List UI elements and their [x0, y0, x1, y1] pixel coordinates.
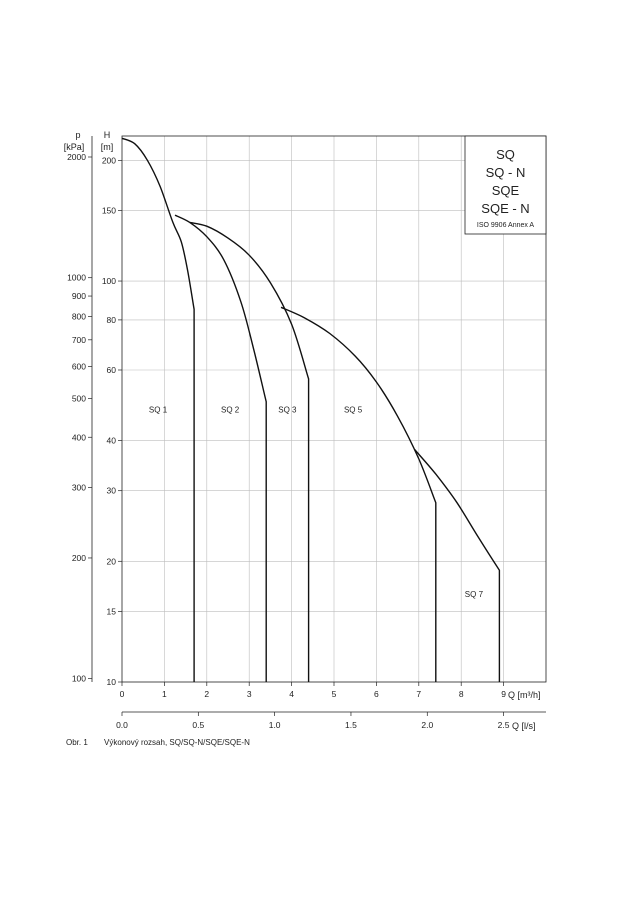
x-tick-label: 0 — [120, 689, 125, 699]
curves — [121, 137, 501, 682]
h-tick-label: 40 — [107, 436, 117, 446]
caption-number: Obr. 1 — [66, 738, 88, 747]
x-tick-label: 5 — [332, 689, 337, 699]
x-tick-label: 9 — [501, 689, 506, 699]
curve-sq-3 — [189, 221, 310, 682]
x-tick-label: 2 — [204, 689, 209, 699]
x-tick-label: 1 — [162, 689, 167, 699]
ls-tick-label: 2.5 — [498, 720, 510, 730]
p-tick-label: 500 — [72, 393, 86, 403]
curve-sq-5 — [280, 306, 437, 682]
curve-sq-7 — [414, 449, 501, 682]
series-label-sq-1: SQ 1 — [149, 406, 168, 415]
x-tick-label: 3 — [247, 689, 252, 699]
ls-tick-label: 0.0 — [116, 720, 128, 730]
h-tick-label: 20 — [107, 556, 117, 566]
legend-line-2: SQ - N — [486, 165, 526, 180]
h-tick-label: 15 — [107, 606, 117, 616]
ls-tick-label: 2.0 — [421, 720, 433, 730]
ls-tick-label: 1.5 — [345, 720, 357, 730]
p-tick-label: 1000 — [67, 273, 86, 283]
caption-text: Výkonový rozsah, SQ/SQ-N/SQE/SQE-N — [104, 738, 250, 747]
legend-line-4: SQE - N — [481, 201, 529, 216]
p-tick-label: 400 — [72, 432, 86, 442]
p-axis-unit: [kPa] — [64, 142, 85, 152]
legend-box: SQ SQ - N SQE SQE - N ISO 9906 Annex A — [464, 135, 547, 235]
series-labels: SQ 1 SQ 2 SQ 3 SQ 5 SQ 7 — [149, 406, 484, 599]
p-axis-title: p — [75, 130, 80, 140]
h-tick-label: 60 — [107, 365, 117, 375]
h-axis: 10 15 20 30 40 60 80 100 150 200 — [102, 155, 122, 687]
h-tick-label: 150 — [102, 205, 116, 215]
x-axis-ls-label: Q [l/s] — [512, 721, 536, 731]
series-label-sq-3: SQ 3 — [278, 406, 297, 415]
ls-tick-label: 1.0 — [269, 720, 281, 730]
h-tick-label: 30 — [107, 486, 117, 496]
legend-line-3: SQE — [492, 183, 520, 198]
h-axis-title: H — [104, 130, 111, 140]
x-tick-label: 8 — [459, 689, 464, 699]
legend-note: ISO 9906 Annex A — [477, 222, 535, 229]
curve-sq-2 — [174, 214, 267, 682]
figure-caption: Obr. 1 Výkonový rozsah, SQ/SQ-N/SQE/SQE-… — [66, 738, 264, 747]
ls-tick-label: 0.5 — [192, 720, 204, 730]
x-axis-m3h: 0 1 2 3 4 5 6 7 8 9 — [120, 682, 506, 699]
h-tick-label: 100 — [102, 276, 116, 286]
x-tick-label: 4 — [289, 689, 294, 699]
p-tick-label: 200 — [72, 553, 86, 563]
curve-sq-1 — [121, 137, 195, 682]
p-tick-label: 800 — [72, 312, 86, 322]
p-tick-label: 900 — [72, 291, 86, 301]
x-axis-m3h-label: Q [m³/h] — [508, 690, 541, 700]
h-tick-label: 80 — [107, 315, 117, 325]
x-tick-label: 7 — [416, 689, 421, 699]
h-axis-unit: [m] — [101, 142, 114, 152]
h-tick-label: 200 — [102, 155, 116, 165]
series-label-sq-2: SQ 2 — [221, 406, 240, 415]
p-tick-label: 100 — [72, 674, 86, 684]
series-label-sq-7: SQ 7 — [465, 590, 484, 599]
series-label-sq-5: SQ 5 — [344, 406, 363, 415]
x-tick-label: 6 — [374, 689, 379, 699]
p-tick-label: 700 — [72, 335, 86, 345]
x-axis-ls: 0.0 0.5 1.0 1.5 2.0 2.5 — [116, 711, 546, 730]
p-tick-label: 300 — [72, 482, 86, 492]
p-axis: 100 200 300 400 500 600 700 800 900 1000 2000 — [67, 136, 93, 684]
p-tick-label: 600 — [72, 362, 86, 372]
h-tick-label: 10 — [107, 677, 117, 687]
legend-line-1: SQ — [496, 147, 515, 162]
p-tick-label: 2000 — [67, 152, 86, 162]
grid — [122, 136, 546, 682]
